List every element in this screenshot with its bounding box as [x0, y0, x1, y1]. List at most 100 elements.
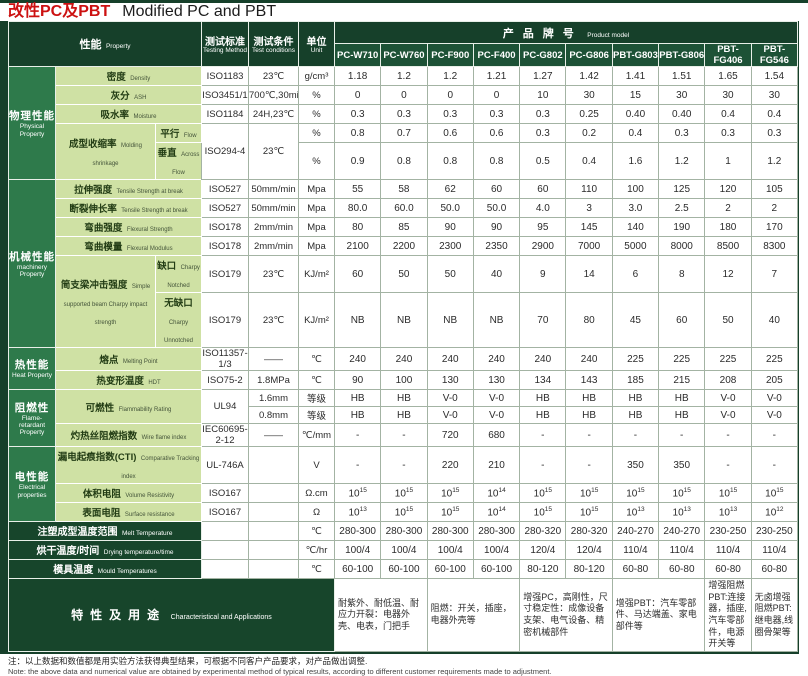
property-name-cell: 灰分 ASH — [55, 85, 202, 105]
value-cell: 120 — [704, 179, 752, 199]
value-cell: V-0 — [750, 406, 799, 424]
header-test-conditions: 测试条件 Test conditions — [248, 21, 299, 67]
value-cell: V-0 — [472, 389, 521, 407]
value-cell: 100 — [611, 179, 660, 199]
test-condition-cell: 0.8mm — [248, 406, 299, 424]
value-cell: 120/4 — [519, 540, 567, 560]
value-cell: 50 — [380, 255, 428, 293]
value-cell: 145 — [565, 217, 613, 237]
value-cell: - — [519, 423, 567, 447]
value-cell: 2300 — [426, 236, 474, 256]
value-cell: 3.0 — [611, 198, 660, 218]
value-cell: 60 — [333, 255, 382, 293]
value-cell: 0.40 — [611, 104, 660, 124]
testing-method-cell: ISO178 — [201, 217, 249, 237]
value-cell: 1013 — [658, 502, 706, 522]
testing-method-cell — [201, 521, 249, 541]
value-cell: 1015 — [426, 483, 474, 503]
value-cell: 240-270 — [658, 521, 706, 541]
value-cell: NB — [426, 292, 474, 348]
property-sub-cell: 垂直 Across Flow — [155, 142, 202, 180]
value-cell: 110/4 — [658, 540, 706, 560]
unit-cell: % — [298, 123, 335, 143]
value-cell: 80-120 — [565, 559, 613, 579]
value-cell: 100/4 — [472, 540, 521, 560]
value-cell: 0.5 — [519, 142, 567, 180]
value-cell: 0.3 — [472, 104, 521, 124]
unit-cell: % — [298, 85, 335, 105]
value-cell: 40 — [750, 292, 799, 348]
test-condition-cell: 2mm/min — [248, 217, 299, 237]
value-cell: 50 — [704, 292, 752, 348]
value-cell: - — [333, 446, 382, 484]
value-cell: 80.0 — [333, 198, 382, 218]
product-column-header: PC-G802 — [519, 43, 567, 67]
value-cell: 0.4 — [750, 104, 799, 124]
value-cell: 240 — [333, 347, 382, 371]
value-cell: 170 — [750, 217, 799, 237]
application-cell: 耐紫外、耐低温、耐应力开裂：电器外壳、电表，门把手 — [334, 577, 428, 653]
value-cell: 110/4 — [704, 540, 752, 560]
unit-cell: ℃ — [298, 559, 335, 579]
product-column-header: PBT-G803 — [611, 43, 660, 67]
unit-cell: 等级 — [298, 406, 335, 424]
property-sub-cell: 平行 Flow — [155, 123, 202, 143]
value-cell: 180 — [704, 217, 752, 237]
test-condition-cell: 24H,23℃ — [248, 104, 299, 124]
value-cell: V-0 — [472, 406, 521, 424]
test-condition-cell — [248, 559, 299, 579]
value-cell: 50 — [426, 255, 474, 293]
value-cell: 1015 — [380, 483, 428, 503]
value-cell: 0.3 — [426, 104, 474, 124]
value-cell: 208 — [704, 370, 752, 390]
value-cell: HB — [333, 406, 382, 424]
testing-method-cell: ISO167 — [201, 502, 249, 522]
value-cell: 350 — [658, 446, 706, 484]
applications-row: 特性及用途 Characteristical and Applications 耐… — [8, 577, 799, 653]
testing-method-cell: ISO178 — [201, 236, 249, 256]
value-cell: 0 — [426, 85, 474, 105]
value-cell: 1.6 — [611, 142, 660, 180]
testing-method-cell: UL-746A — [201, 446, 249, 484]
spec-row: 无缺口 Charpy Unnotched ISO179 23℃ KJ/m² NB NB NB… — [9, 292, 799, 348]
value-cell: 2350 — [472, 236, 521, 256]
unit-cell: V — [298, 446, 335, 484]
test-condition-cell — [248, 540, 299, 560]
value-cell: 60-80 — [611, 559, 660, 579]
value-cell: 5000 — [611, 236, 660, 256]
value-cell: - — [611, 423, 660, 447]
product-column-header: PC-F900 — [426, 43, 474, 67]
value-cell: 80 — [333, 217, 382, 237]
spec-row: 表面电阻 Surface resistance ISO167 Ω 1013 1015 10… — [9, 502, 799, 522]
spec-row: 灰分 ASHISO3451/1700℃,30min%00001030153030… — [9, 85, 799, 105]
value-cell: 0.3 — [658, 123, 706, 143]
applications-label-cell: 特性及用途 Characteristical and Applications — [8, 577, 335, 653]
property-name-cell: 表面电阻 Surface resistance — [55, 502, 202, 522]
value-cell: 190 — [658, 217, 706, 237]
value-cell: 60-100 — [380, 559, 428, 579]
value-cell: 1013 — [704, 502, 752, 522]
product-column-header: PBT-FG546 — [750, 43, 799, 67]
value-cell: 280-300 — [472, 521, 521, 541]
unit-cell: 等级 — [298, 389, 335, 407]
property-name-cell: 成型收缩率 Molding shrinkage — [55, 123, 156, 180]
unit-cell: Mpa — [298, 236, 335, 256]
property-name-cell: 断裂伸长率 Tensile Strength at break — [55, 198, 202, 218]
header-product-model: 产品牌号 Product model — [334, 21, 798, 44]
unit-cell: ℃/hr — [298, 540, 335, 560]
value-cell: HB — [611, 389, 660, 407]
value-cell: 1015 — [704, 483, 752, 503]
product-column-header: PC-W710 — [333, 43, 382, 67]
value-cell: 1.41 — [611, 66, 660, 86]
test-condition-cell: 23℃ — [248, 292, 299, 348]
value-cell: V-0 — [704, 406, 752, 424]
property-name-cell: 漏电起痕指数(CTI) Comparative Tracking index — [55, 446, 202, 484]
value-cell: 60-80 — [750, 559, 799, 579]
testing-method-cell: ISO527 — [201, 198, 249, 218]
value-cell: 1015 — [611, 483, 660, 503]
unit-cell: Mpa — [298, 198, 335, 218]
value-cell: 130 — [472, 370, 521, 390]
processing-label-cell: 模具温度 Mould Temperatures — [8, 559, 202, 579]
category-cell: 物理性能 Physical Property — [8, 66, 56, 180]
product-names-row: PC-W710 PC-W760 PC-F900 PC-F400 PC-G802 PC-G8… — [9, 43, 799, 67]
